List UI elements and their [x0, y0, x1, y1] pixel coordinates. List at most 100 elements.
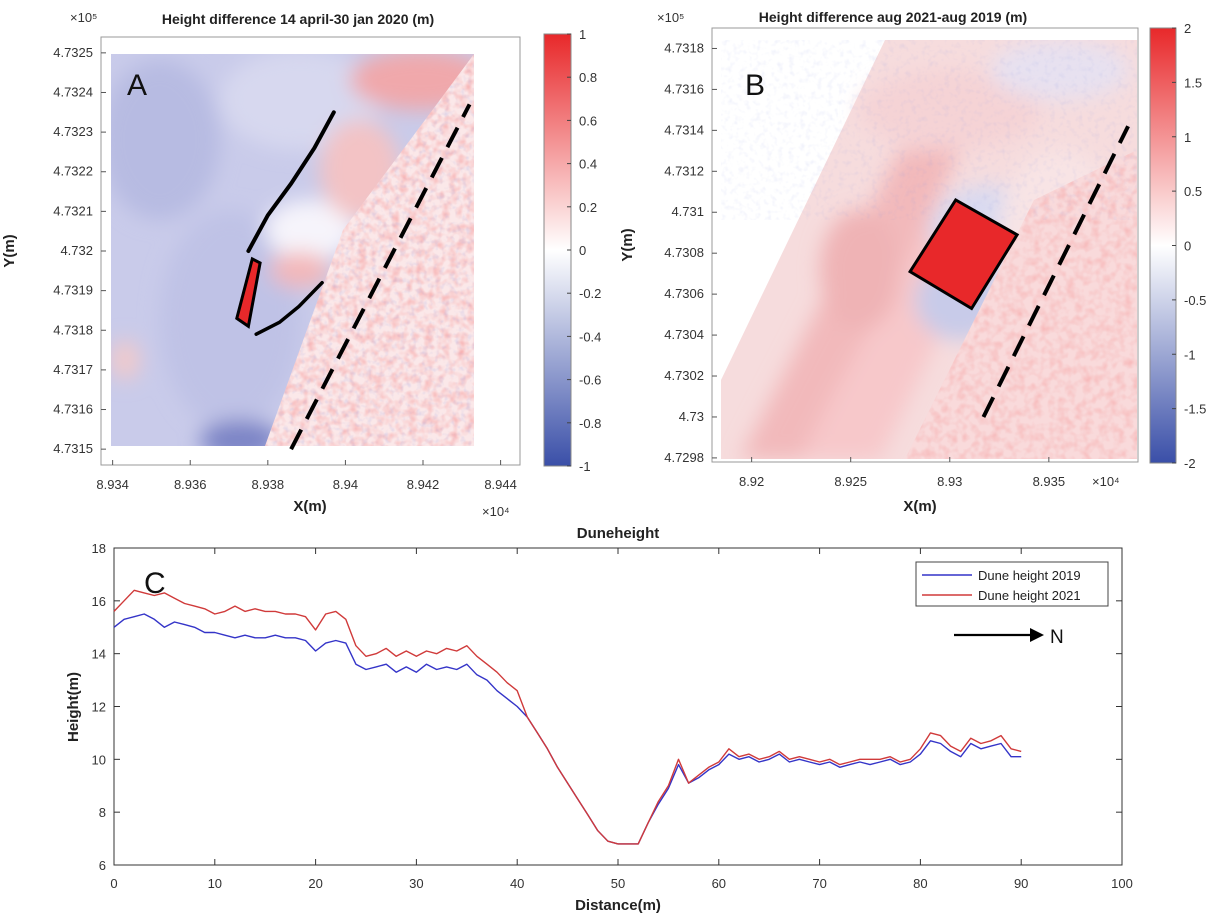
panel-a-title: Height difference 14 april-30 jan 2020 (…	[162, 11, 434, 27]
colorbar-tick-label: -1	[1184, 347, 1196, 362]
panel-a: Height difference 14 april-30 jan 2020 (…	[1, 10, 601, 519]
colorbar-tick-label: 0.8	[579, 70, 597, 85]
x-tick-label: 8.935	[1033, 474, 1066, 489]
panel-c-y-ticks: 6 8 10 12 14 16 18	[92, 541, 1122, 873]
colorbar-tick-label: -2	[1184, 456, 1196, 471]
panel-a-y-ticks: 4.7315 4.7316 4.7317 4.7318 4.7319 4.732 4.732…	[53, 45, 106, 456]
panel-b-x-label: X(m)	[903, 498, 936, 515]
panel-a-x-ticks: 8.934 8.936 8.938 8.94 8.942 8.944	[96, 460, 517, 492]
panel-c-series	[113, 589, 1022, 845]
panel-b-y-label: Y(m)	[619, 228, 636, 261]
x-tick-label: 100	[1111, 876, 1133, 891]
panel-c-x-ticks: 0 10 20 30 40 50 60 70 80 90 100	[110, 548, 1133, 891]
panel-b-x-ticks: 8.92 8.925 8.93 8.935	[739, 457, 1065, 489]
x-tick-label: 90	[1014, 876, 1028, 891]
colorbar-tick-label: 1	[579, 27, 586, 42]
panel-a-colorbar	[543, 33, 572, 467]
north-arrow-label: N	[1050, 627, 1064, 648]
panel-a-lower-curve	[254, 280, 324, 336]
colorbar-tick-label: -0.5	[1184, 293, 1206, 308]
y-tick-label: 4.7312	[664, 163, 704, 178]
x-tick-label: 8.936	[174, 477, 207, 492]
x-tick-label: 60	[712, 876, 726, 891]
panel-b-annotations	[908, 125, 1130, 418]
colorbar-tick-label: -0.8	[579, 416, 601, 431]
panel-c-legend: Dune height 2019 Dune height 2021	[915, 561, 1109, 607]
panel-a-colorbar-ticks: 1 0.8 0.6 0.4 0.2 0 -0.2 -0.4 -0.6 -0.8 -1	[567, 27, 601, 474]
y-tick-label: 4.7316	[53, 402, 93, 417]
panel-b-letter: B	[745, 69, 765, 102]
y-tick-label: 6	[99, 858, 106, 873]
y-tick-label: 16	[92, 594, 106, 609]
panel-b-colorbar	[1149, 27, 1177, 464]
panel-b-x-multiplier: ×10⁴	[1092, 474, 1120, 489]
x-tick-label: 40	[510, 876, 524, 891]
colorbar-tick-label: -1	[579, 459, 591, 474]
legend-box	[915, 561, 1109, 607]
x-tick-label: 8.938	[252, 477, 285, 492]
panel-c-letter: C	[144, 567, 166, 600]
y-tick-label: 12	[92, 700, 106, 715]
panel-b: Height difference aug 2021-aug 2019 (m) …	[619, 9, 1206, 515]
y-tick-label: 4.7325	[53, 45, 93, 60]
panel-b-dashed-line	[981, 125, 1130, 418]
y-tick-label: 4.7302	[664, 368, 704, 383]
panel-c-title: Duneheight	[577, 525, 660, 542]
colorbar-tick-label: 1	[1184, 130, 1191, 145]
x-tick-label: 8.944	[484, 477, 517, 492]
panel-a-y-label: Y(m)	[1, 234, 18, 267]
y-tick-label: 4.7322	[53, 164, 93, 179]
panel-a-letter: A	[127, 69, 147, 102]
y-tick-label: 4.7318	[53, 322, 93, 337]
panel-a-upper-curve	[246, 110, 336, 253]
x-tick-label: 8.925	[834, 474, 867, 489]
x-tick-label: 8.94	[333, 477, 358, 492]
panel-a-heatmap	[111, 54, 474, 446]
y-tick-label: 10	[92, 752, 106, 767]
series-line-1	[113, 589, 1022, 845]
panel-a-red-box	[235, 256, 262, 329]
panel-b-y-multiplier: ×10⁵	[657, 10, 684, 25]
panel-c-x-label: Distance(m)	[575, 897, 661, 914]
colorbar-tick-label: -0.2	[579, 286, 601, 301]
y-tick-label: 4.732	[60, 243, 93, 258]
panel-a-y-multiplier: ×10⁵	[70, 10, 97, 25]
legend-label-2021: Dune height 2021	[978, 588, 1081, 603]
y-tick-label: 4.7315	[53, 441, 93, 456]
colorbar-tick-label: -0.4	[579, 329, 601, 344]
panel-a-x-multiplier: ×10⁴	[482, 504, 510, 519]
panel-c-y-label: Height(m)	[65, 672, 82, 742]
panel-b-y-ticks: 4.72984.734.73024.73044.73064.73084.7314…	[664, 40, 717, 465]
colorbar-tick-label: 0	[1184, 239, 1191, 254]
y-tick-label: 4.7308	[664, 245, 704, 260]
x-tick-label: 70	[812, 876, 826, 891]
y-tick-label: 4.7324	[53, 84, 93, 99]
colorbar-tick-label: 2	[1184, 21, 1191, 36]
y-tick-label: 4.73	[679, 409, 704, 424]
y-tick-label: 4.7298	[664, 450, 704, 465]
y-tick-label: 8	[99, 805, 106, 820]
panel-a-dashed-line	[289, 103, 472, 451]
panel-a-x-label: X(m)	[293, 498, 326, 515]
panel-b-colorbar-ticks: 2 1.5 1 0.5 0 -0.5 -1 -1.5 -2	[1172, 21, 1206, 471]
colorbar-tick-label: 0.6	[579, 113, 597, 128]
x-tick-label: 8.92	[739, 474, 764, 489]
x-tick-label: 8.942	[407, 477, 440, 492]
colorbar-tick-label: 0.2	[579, 200, 597, 215]
panel-c: Duneheight 0 10 20 30 40 50 60 70 80 90 100 6 8 10 12…	[65, 525, 1133, 914]
x-tick-label: 10	[208, 876, 222, 891]
x-tick-label: 50	[611, 876, 625, 891]
legend-label-2019: Dune height 2019	[978, 568, 1081, 583]
panel-b-title: Height difference aug 2021-aug 2019 (m)	[759, 9, 1027, 25]
y-tick-label: 4.7319	[53, 283, 93, 298]
x-tick-label: 8.93	[937, 474, 962, 489]
y-tick-label: 14	[92, 647, 106, 662]
panel-b-red-box	[908, 197, 1020, 311]
y-tick-label: 4.7306	[664, 286, 704, 301]
y-tick-label: 4.7314	[664, 122, 704, 137]
y-tick-label: 4.7321	[53, 203, 93, 218]
colorbar-tick-label: 0.5	[1184, 184, 1202, 199]
x-tick-label: 8.934	[96, 477, 129, 492]
north-arrow: N	[954, 627, 1064, 648]
colorbar-tick-label: 0	[579, 243, 586, 258]
